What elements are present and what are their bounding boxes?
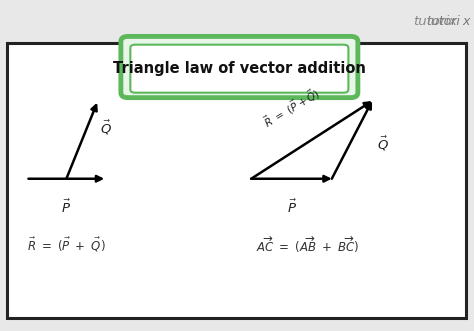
Text: $\vec{R}\ =\ (\vec{P}\ +\ \vec{Q})$: $\vec{R}\ =\ (\vec{P}\ +\ \vec{Q})$ (27, 236, 106, 254)
Text: $\vec{Q}$: $\vec{Q}$ (100, 118, 111, 137)
Text: Triangle law of vector addition: Triangle law of vector addition (113, 61, 366, 76)
Text: $\vec{Q}$: $\vec{Q}$ (377, 135, 389, 153)
Text: $\vec{P}$: $\vec{P}$ (286, 199, 297, 216)
Text: $\overrightarrow{AC}\ =\ (\overrightarrow{AB}\ +\ \overrightarrow{BC})$: $\overrightarrow{AC}\ =\ (\overrightarro… (256, 235, 360, 255)
FancyBboxPatch shape (121, 36, 358, 98)
FancyBboxPatch shape (7, 43, 466, 318)
Text: tutorix: tutorix (413, 15, 457, 28)
Text: $\vec{R}\ =\ (\vec{P}+\vec{Q})$: $\vec{R}\ =\ (\vec{P}+\vec{Q})$ (260, 84, 323, 131)
Text: tutori: tutori (426, 15, 460, 28)
Text: x: x (462, 15, 470, 28)
FancyBboxPatch shape (130, 45, 348, 93)
Text: $\vec{P}$: $\vec{P}$ (61, 199, 72, 216)
